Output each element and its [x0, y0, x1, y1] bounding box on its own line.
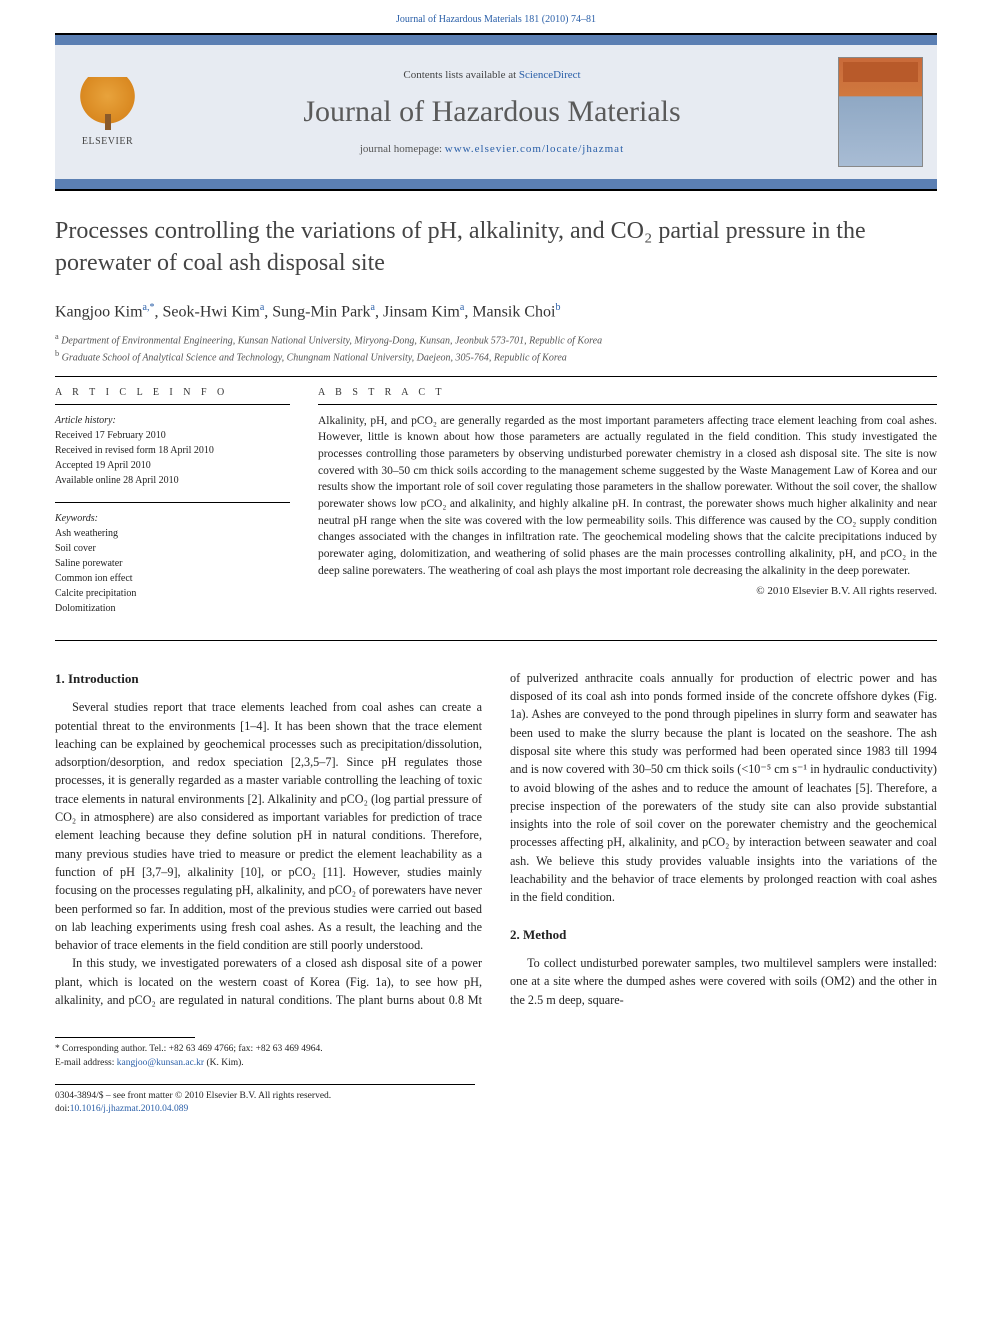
elsevier-tree-icon [80, 77, 135, 132]
corresponding-author-note: * Corresponding author. Tel.: +82 63 469… [55, 1043, 937, 1056]
affiliations: a Department of Environmental Engineerin… [55, 331, 937, 366]
affil-key: a [55, 332, 59, 341]
journal-homepage-link[interactable]: www.elsevier.com/locate/jhazmat [445, 143, 624, 155]
keyword: Ash weathering [55, 526, 290, 541]
history-line: Available online 28 April 2010 [55, 473, 290, 488]
history-line: Accepted 19 April 2010 [55, 458, 290, 473]
keyword: Calcite precipitation [55, 586, 290, 601]
email-suffix: (K. Kim). [204, 1058, 244, 1068]
article-history-block: Article history: Received 17 February 20… [55, 404, 290, 488]
abstract-text: Alkalinity, pH, and pCO₂ are generally r… [318, 404, 937, 580]
email-label: E-mail address: [55, 1058, 117, 1068]
doi-label: doi: [55, 1104, 70, 1114]
issn-line: 0304-3894/$ – see front matter © 2010 El… [55, 1090, 475, 1103]
author-affil-mark: a [260, 302, 264, 313]
author: Kangjoo Kim [55, 303, 143, 320]
abstract-copyright: © 2010 Elsevier B.V. All rights reserved… [318, 585, 937, 597]
keyword: Saline porewater [55, 556, 290, 571]
homepage-label: journal homepage: [360, 143, 445, 155]
running-head: Journal of Hazardous Materials 181 (2010… [0, 0, 992, 33]
author-affil-mark: a [371, 302, 375, 313]
section-rule [55, 376, 937, 377]
abstract-heading: A B S T R A C T [318, 387, 937, 398]
keyword: Common ion effect [55, 571, 290, 586]
author-affil-mark: a [460, 302, 464, 313]
author: Jinsam Kim [383, 303, 460, 320]
banner-top-rule [55, 35, 937, 45]
footnotes: * Corresponding author. Tel.: +82 63 469… [55, 1037, 937, 1070]
author: Mansik Choi [472, 303, 555, 320]
publisher-logo: ELSEVIER [55, 77, 160, 147]
keyword: Dolomitization [55, 601, 290, 616]
abstract-column: A B S T R A C T Alkalinity, pH, and pCO₂… [318, 387, 937, 630]
journal-cover-thumbnail [838, 57, 923, 167]
history-line: Received in revised form 18 April 2010 [55, 443, 290, 458]
history-label: Article history: [55, 413, 290, 428]
body-two-column: 1. Introduction Several studies report t… [55, 669, 937, 1010]
author-affil-mark: b [555, 302, 560, 313]
article-title: Processes controlling the variations of … [55, 215, 937, 280]
method-paragraph-1: To collect undisturbed porewater samples… [510, 954, 937, 1009]
section-heading-method: 2. Method [510, 925, 937, 945]
keyword: Soil cover [55, 541, 290, 556]
section-rule [55, 640, 937, 641]
banner-bottom-rule [55, 179, 937, 189]
journal-title: Journal of Hazardous Materials [160, 95, 824, 129]
contents-prefix: Contents lists available at [403, 69, 518, 81]
author-list: Kangjoo Kima,*, Seok-Hwi Kima, Sung-Min … [55, 302, 937, 321]
sciencedirect-link[interactable]: ScienceDirect [519, 69, 581, 81]
keywords-label: Keywords: [55, 511, 290, 526]
section-heading-introduction: 1. Introduction [55, 669, 482, 689]
journal-banner: ELSEVIER Contents lists available at Sci… [55, 33, 937, 191]
journal-homepage-line: journal homepage: www.elsevier.com/locat… [160, 143, 824, 155]
article-info-column: A R T I C L E I N F O Article history: R… [55, 387, 290, 630]
issn-doi-bar: 0304-3894/$ – see front matter © 2010 El… [55, 1084, 475, 1117]
affil-text: Graduate School of Analytical Science an… [62, 353, 567, 364]
footnote-rule [55, 1037, 195, 1038]
author-affil-mark: a, [143, 302, 150, 313]
doi-link[interactable]: 10.1016/j.jhazmat.2010.04.089 [70, 1104, 188, 1114]
history-line: Received 17 February 2010 [55, 428, 290, 443]
intro-paragraph-1: Several studies report that trace elemen… [55, 698, 482, 954]
keywords-block: Keywords: Ash weathering Soil cover Sali… [55, 502, 290, 616]
affil-text: Department of Environmental Engineering,… [61, 335, 602, 346]
article-info-heading: A R T I C L E I N F O [55, 387, 290, 398]
author: Sung-Min Park [272, 303, 370, 320]
author: Seok-Hwi Kim [163, 303, 260, 320]
corresponding-mark: * [150, 302, 155, 313]
contents-list-line: Contents lists available at ScienceDirec… [160, 69, 824, 81]
corresponding-email-link[interactable]: kangjoo@kunsan.ac.kr [117, 1058, 204, 1068]
affil-key: b [55, 349, 59, 358]
publisher-name: ELSEVIER [67, 136, 148, 147]
